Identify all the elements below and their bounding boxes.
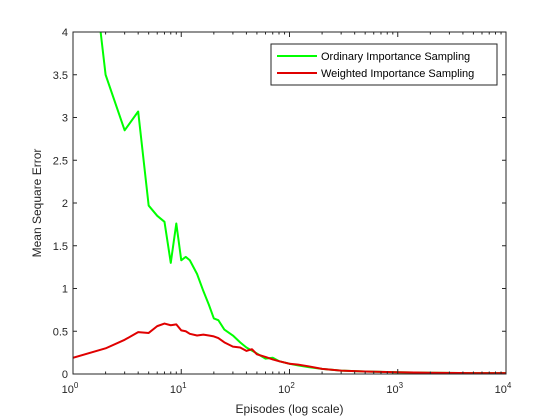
y-tick-label: 1.5 <box>53 241 68 253</box>
y-tick-label: 2 <box>62 198 68 210</box>
y-tick-label: 0.5 <box>53 326 68 338</box>
x-tick-label: 101 <box>170 381 187 396</box>
y-tick-label: 4 <box>62 27 68 39</box>
x-tick-label: 102 <box>278 381 295 396</box>
plot-area-background <box>73 32 506 374</box>
y-tick-label: 0 <box>62 369 68 381</box>
legend-box <box>270 43 498 86</box>
y-axis-title: Mean Sequare Error <box>30 149 44 258</box>
series-layer <box>73 32 506 374</box>
legend: Ordinary Importance Sampling Weighted Im… <box>270 43 498 86</box>
x-axis-title: Episodes (log scale) <box>235 402 343 416</box>
legend-label-ordinary: Ordinary Importance Sampling <box>321 51 470 63</box>
y-tick-label: 3.5 <box>53 70 68 82</box>
y-tick-label: 2.5 <box>53 155 68 167</box>
legend-label-weighted: Weighted Importance Sampling <box>321 68 474 80</box>
y-tick-label: 1 <box>62 284 68 296</box>
y-tick-label: 3 <box>62 113 68 125</box>
series-line-weighted <box>73 322 506 374</box>
x-tick-label: 104 <box>495 381 512 396</box>
tick-layer: 0 0.5 1 1.5 2 2.5 3 3.5 4 100 101 102 103 104 <box>53 27 512 396</box>
x-tick-label: 100 <box>62 381 79 396</box>
x-tick-label: 103 <box>386 381 403 396</box>
